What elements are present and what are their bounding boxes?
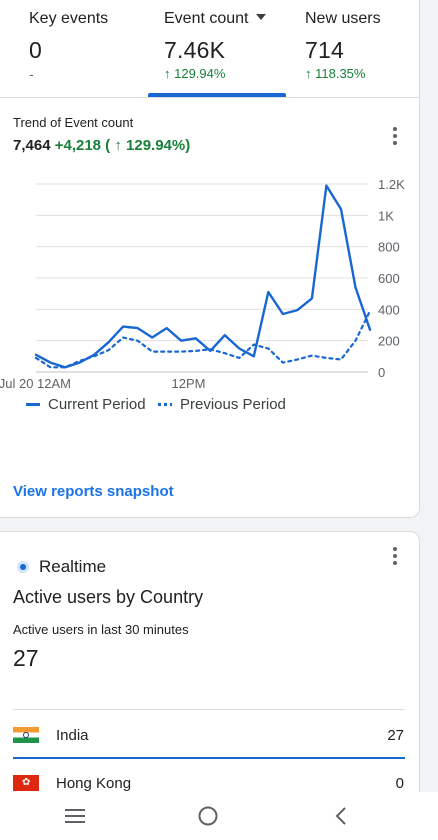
trend-title: Trend of Event count [13, 115, 134, 130]
system-nav-bar [0, 792, 438, 840]
metric-key-events[interactable]: Key events 0 - [29, 10, 108, 82]
legend-dotted-swatch [158, 403, 172, 406]
view-reports-snapshot-link[interactable]: View reports snapshot [13, 483, 174, 500]
realtime-label: Realtime [39, 557, 107, 576]
india-flag-icon [13, 727, 39, 743]
realtime-title: Active users by Country [13, 587, 204, 607]
metric-change: ↑ 118.35% [305, 66, 366, 81]
realtime-dot-icon [17, 561, 29, 573]
metric-event-count[interactable]: Event count 7.46K ↑ 129.94% [164, 10, 266, 81]
trend-summary: 7,464 +4,218 ( ↑ 129.94%) [13, 137, 190, 154]
trend-total: 7,464 [13, 137, 51, 154]
y-tick-label: 1.2K [378, 177, 405, 192]
home-icon[interactable] [184, 796, 232, 836]
back-icon[interactable] [317, 796, 365, 836]
legend-previous: Previous Period [158, 396, 286, 413]
y-tick-label: 600 [378, 271, 400, 286]
metric-value: 0 [29, 37, 42, 63]
metric-new-users[interactable]: New users 714 ↑ 118.35% [305, 10, 381, 81]
legend-current: Current Period [26, 396, 146, 413]
country-count: 0 [395, 775, 404, 792]
country-name: India [56, 727, 89, 744]
selected-tab-indicator [148, 93, 286, 97]
menu-icon[interactable] [51, 796, 99, 836]
country-row-hong-kong[interactable]: ✿ Hong Kong 0 [0, 760, 420, 808]
previous-period-line [34, 309, 372, 369]
country-name: Hong Kong [56, 775, 132, 792]
y-tick-label: 0 [378, 365, 385, 380]
bar-indicator [13, 757, 405, 759]
y-tick-label: 1K [378, 208, 394, 223]
country-count: 27 [387, 727, 404, 744]
legend-label: Previous Period [180, 396, 286, 413]
more-vert-icon[interactable] [385, 123, 405, 149]
event-count-chart: 0 200 400 600 800 1K 1.2K Jul 20 12AM 12PM [0, 177, 405, 391]
hong-kong-flag-icon: ✿ [13, 775, 39, 791]
legend-solid-swatch [26, 403, 40, 406]
metric-change: - [29, 66, 34, 82]
trend-delta: +4,218 ( ↑ 129.94%) [54, 137, 191, 154]
metric-title-text: Event count [164, 10, 249, 27]
metric-value: 7.46K [164, 37, 226, 63]
y-tick-label: 400 [378, 302, 400, 317]
metric-value: 714 [305, 37, 344, 63]
legend-label: Current Period [48, 396, 146, 413]
metric-title: Key events [29, 10, 109, 27]
y-tick-label: 200 [378, 334, 400, 349]
realtime-value: 27 [13, 645, 39, 671]
realtime-subtitle: Active users in last 30 minutes [13, 622, 189, 637]
more-vert-icon[interactable] [385, 543, 405, 569]
divider [13, 709, 405, 710]
divider [0, 97, 420, 98]
metric-title: New users [305, 10, 381, 27]
y-tick-label: 800 [378, 240, 400, 255]
metric-title: Event count [164, 10, 266, 28]
realtime-card [0, 531, 420, 840]
country-row-india[interactable]: India 27 [0, 712, 420, 760]
x-tick-label: Jul 20 12AM [0, 376, 71, 391]
x-tick-label: 12PM [171, 376, 205, 391]
metric-change: ↑ 129.94% [164, 66, 226, 81]
current-period-line [34, 184, 372, 369]
dropdown-caret-icon[interactable] [255, 14, 266, 20]
